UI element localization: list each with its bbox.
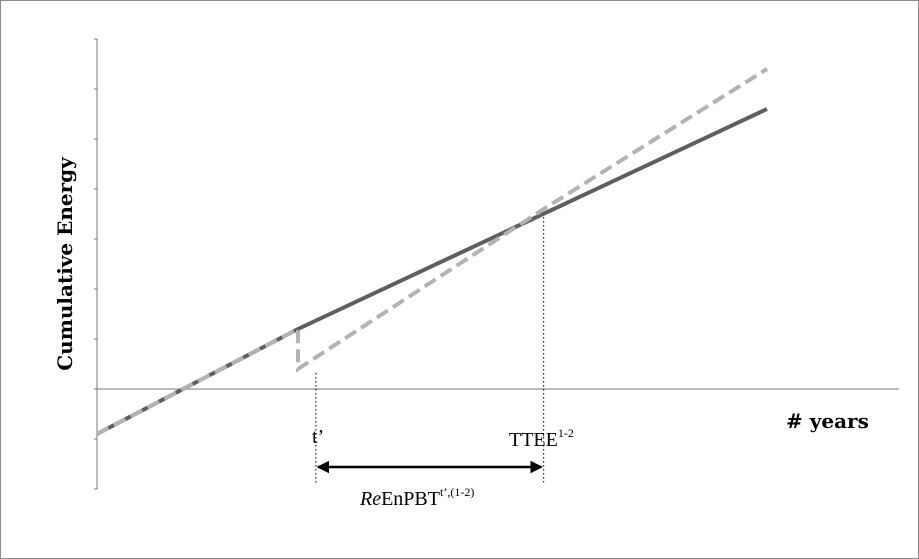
solid-series-line [96,107,768,436]
x-axis-label: # years [786,409,869,433]
reenpbt-label: ReEnPBTt’,(1-2) [360,485,474,511]
dashed-series-line [96,67,769,436]
y-axis-label: Cumulative Energy [53,157,77,371]
reenpbt-label-prefix: Re [360,488,382,510]
reenpbt-label-text: EnPBT [381,488,440,510]
ttee-label-superscript: 1-2 [557,426,574,440]
t-prime-label: t’ [312,426,325,448]
reenpbt-label-superscript: t’,(1-2) [440,485,475,499]
ttee-label: TTEE1-2 [509,426,574,452]
ttee-label-text: TTEE [509,429,558,451]
